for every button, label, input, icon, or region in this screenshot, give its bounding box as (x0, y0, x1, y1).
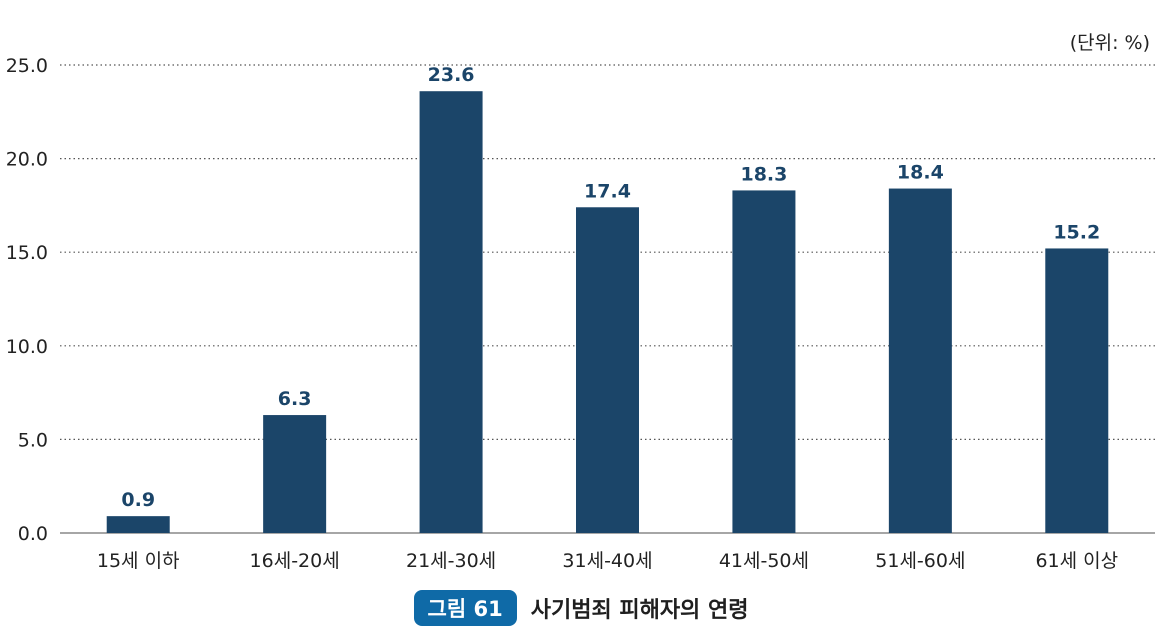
x-tick-label: 51세-60세 (875, 550, 965, 572)
data-label: 23.6 (428, 64, 475, 86)
x-tick-label: 16세-20세 (250, 550, 340, 572)
bar (263, 415, 327, 533)
x-tick-label: 21세-30세 (406, 550, 496, 572)
bar-chart: 0.0 5.0 10.0 15.0 20.0 25.0 0.9 15세 이하 6.3 16세-20… (6, 55, 1155, 572)
unit-label: (단위: %) (1069, 32, 1150, 54)
figure-caption: 그림 61 사기범죄 피해자의 연령 (0, 590, 1162, 626)
x-tick-label: 31세-40세 (562, 550, 652, 572)
bar (888, 188, 952, 533)
data-label: 17.4 (584, 180, 631, 202)
y-tick-label: 20.0 (6, 149, 48, 171)
data-label: 15.2 (1053, 221, 1100, 243)
y-tick-label: 0.0 (18, 523, 48, 545)
bar (106, 516, 170, 533)
data-label: 0.9 (121, 489, 155, 511)
bar (732, 190, 796, 533)
data-label: 18.3 (740, 163, 787, 185)
figure-title: 사기범죄 피해자의 연령 (530, 598, 749, 623)
bar (419, 91, 483, 533)
x-tick-label: 41세-50세 (719, 550, 809, 572)
x-tick-label: 15세 이하 (97, 550, 180, 572)
y-tick-label: 5.0 (18, 429, 48, 451)
x-tick-label: 61세 이상 (1035, 550, 1118, 572)
figure-number-badge: 그림 61 (413, 590, 517, 626)
y-tick-label: 10.0 (6, 336, 48, 358)
bar (1045, 248, 1109, 533)
y-tick-label: 15.0 (6, 242, 48, 264)
y-tick-label: 25.0 (6, 55, 48, 77)
bar (576, 207, 639, 533)
data-label: 18.4 (897, 162, 944, 184)
data-label: 6.3 (278, 388, 312, 410)
